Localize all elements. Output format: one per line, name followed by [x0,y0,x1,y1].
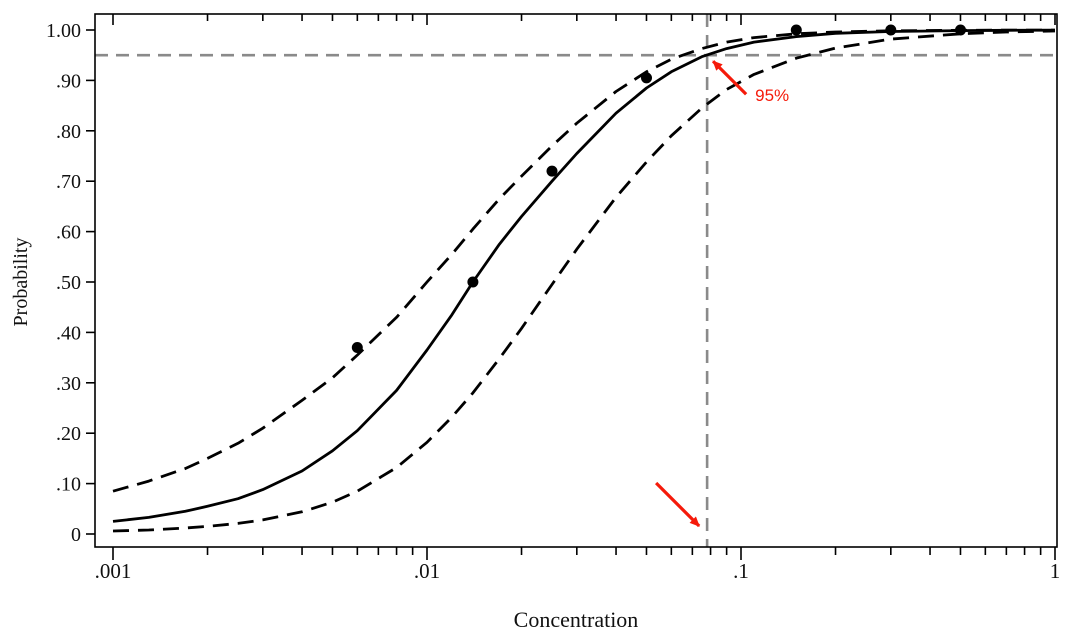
observed-points-marker [641,72,652,84]
plot-frame [94,13,1058,548]
y-tick-label: .40 [56,322,81,344]
x-tick-label: .1 [733,559,749,583]
ec95-label: 95% [755,86,789,105]
y-axis-title: Probability [10,238,32,327]
y-tick-label: 0 [71,524,81,546]
fitted-probability-curve [112,28,1056,523]
observed-points-marker [467,276,479,288]
x-tick-label: 1 [1050,559,1061,583]
x-axis-title: Concentration [514,607,639,632]
y-tick-label: .60 [56,222,81,244]
y-tick-label: .90 [56,70,81,92]
y-tick-label: .30 [56,373,81,395]
y-tick-label: 1.00 [46,20,81,42]
ec95-arrow [711,60,748,96]
observed-points-marker [885,24,897,36]
observed-points-marker [351,342,363,353]
y-tick-label: .20 [56,423,81,445]
observed-points-marker [790,24,802,36]
x-axis-arrow [654,481,701,528]
x-tick-label: .01 [414,559,440,583]
x-tick-label: .001 [95,559,132,583]
observed-points-marker [955,24,966,36]
upper-confidence-band [112,28,1055,493]
lower-confidence-band [112,29,1056,533]
observed-points-marker [546,165,558,177]
y-tick-label: .50 [56,272,81,294]
y-tick-label: .10 [56,474,81,496]
y-tick-label: .70 [56,171,81,193]
y-tick-label: .80 [56,121,81,143]
